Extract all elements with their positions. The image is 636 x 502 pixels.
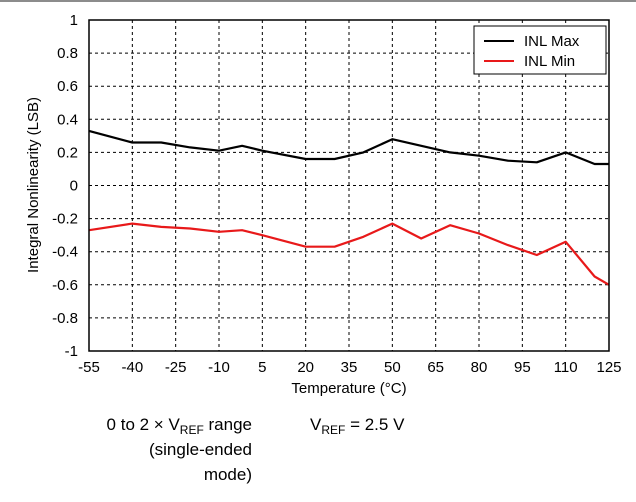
x-tick-label: 80 xyxy=(471,359,488,376)
y-tick-label: 0.2 xyxy=(57,144,78,161)
x-tick-label: 5 xyxy=(258,359,266,376)
grid xyxy=(89,20,609,351)
x-tick-label: 50 xyxy=(384,359,401,376)
y-tick-label: 0 xyxy=(70,178,78,195)
series-line-inl-min xyxy=(88,222,610,286)
range-note-subscript: REF xyxy=(179,423,204,437)
y-axis-label: Integral Nonlinearity (LSB) xyxy=(25,97,42,273)
legend-box xyxy=(473,25,607,75)
range-note-line2: (single-ended xyxy=(148,440,252,459)
x-tick-label: 110 xyxy=(554,359,578,376)
range-note-prefix: 0 to 2 × V xyxy=(106,415,180,434)
x-tick-label: -40 xyxy=(121,359,143,376)
x-axis-label: Temperature (°C) xyxy=(291,380,406,397)
legend: INL Max INL Min xyxy=(473,25,607,75)
x-axis-ticks: -55 -40 -25 -10 5 20 35 50 65 80 95 110 125 xyxy=(78,359,621,376)
vref-note-suffix: = 2.5 V xyxy=(345,415,405,434)
x-tick-label: 95 xyxy=(514,359,531,376)
vref-note-prefix: V xyxy=(310,415,322,434)
y-tick-label: -0.4 xyxy=(52,244,78,261)
x-tick-label: 20 xyxy=(297,359,314,376)
x-tick-label: -25 xyxy=(165,359,187,376)
x-tick-label: 65 xyxy=(427,359,444,376)
y-tick-label: 1 xyxy=(70,12,78,29)
range-note: 0 to 2 × VREF range (single-ended mode) xyxy=(30,412,252,487)
legend-label-inl-max: INL Max xyxy=(524,33,580,50)
top-border xyxy=(0,0,636,2)
y-tick-label: 0.8 xyxy=(57,45,78,62)
plot-frame xyxy=(88,19,610,352)
range-note-line1: 0 to 2 × VREF range xyxy=(106,415,252,437)
x-tick-label: 125 xyxy=(596,359,621,376)
legend-label-inl-min: INL Min xyxy=(524,53,575,70)
y-tick-label: -0.2 xyxy=(52,211,78,228)
vref-note: VREF = 2.5 V xyxy=(310,412,404,437)
x-tick-label: 35 xyxy=(341,359,358,376)
y-tick-label: 0.6 xyxy=(57,78,78,95)
x-tick-label: -55 xyxy=(78,359,100,376)
range-note-line3: mode) xyxy=(203,465,252,484)
inl-vs-temperature-chart: 10.80.60.40.20-0.2-0.4-0.6-0.8-1 -55 -40-… xyxy=(25,12,622,397)
y-tick-label: -0.8 xyxy=(52,310,78,327)
y-axis-ticks: 1 0.8 0.6 0.4 0.2 0 -0.2 -0.4 -0.6 -0.8 -1 xyxy=(52,12,78,360)
y-tick-label: 0.4 xyxy=(57,111,78,128)
series-lines xyxy=(88,129,610,286)
range-note-suffix: range xyxy=(203,415,252,434)
x-tick-label: -10 xyxy=(208,359,230,376)
series-line-inl-max xyxy=(88,129,609,166)
y-tick-label: -0.6 xyxy=(52,277,78,294)
vref-note-subscript: REF xyxy=(321,423,346,437)
y-tick-label: -1 xyxy=(65,343,78,360)
